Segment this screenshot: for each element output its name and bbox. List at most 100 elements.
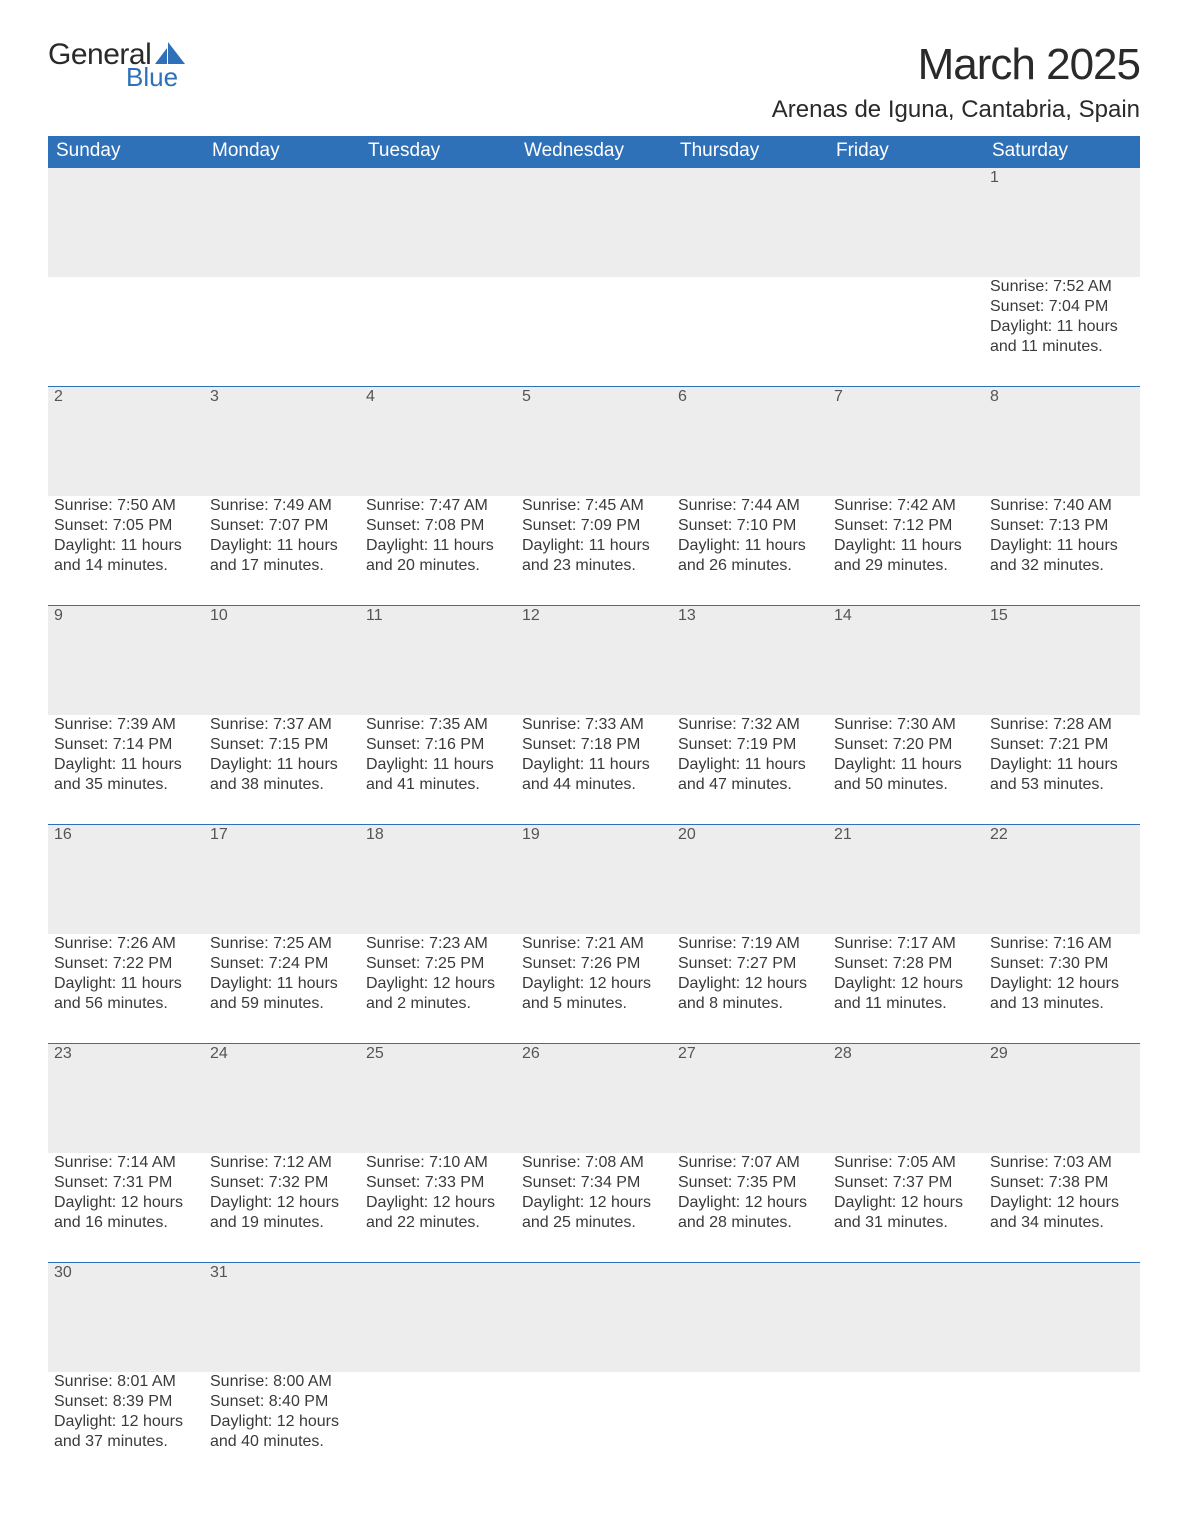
day-detail-line: Sunrise: 7:50 AM <box>54 496 198 516</box>
day-detail-line: Sunrise: 7:19 AM <box>678 934 822 954</box>
day-detail-line: and 32 minutes. <box>990 556 1134 576</box>
day-number <box>516 168 672 277</box>
day-detail-line: Sunset: 7:12 PM <box>834 516 978 536</box>
day-detail-line: Daylight: 12 hours <box>210 1193 354 1213</box>
day-number: 6 <box>672 387 828 497</box>
day-detail-line: Daylight: 11 hours <box>210 755 354 775</box>
day-number: 26 <box>516 1044 672 1154</box>
day-detail-line: Sunrise: 7:21 AM <box>522 934 666 954</box>
day-detail-line: Sunset: 7:31 PM <box>54 1173 198 1193</box>
day-number: 15 <box>984 606 1140 716</box>
day-detail-line: Sunset: 7:30 PM <box>990 954 1134 974</box>
day-detail-line: Sunset: 7:35 PM <box>678 1173 822 1193</box>
day-detail-line: Sunrise: 7:17 AM <box>834 934 978 954</box>
day-detail-line: Sunset: 7:09 PM <box>522 516 666 536</box>
day-cell <box>360 277 516 387</box>
day-detail-line: Sunrise: 7:16 AM <box>990 934 1134 954</box>
day-cell <box>672 1372 828 1481</box>
day-cell: Sunrise: 7:07 AMSunset: 7:35 PMDaylight:… <box>672 1153 828 1263</box>
day-cell: Sunrise: 7:12 AMSunset: 7:32 PMDaylight:… <box>204 1153 360 1263</box>
day-cell <box>204 277 360 387</box>
day-detail-line: Daylight: 12 hours <box>210 1412 354 1432</box>
day-detail-line: and 22 minutes. <box>366 1213 510 1233</box>
day-detail-line: Sunset: 7:28 PM <box>834 954 978 974</box>
day-detail-line: Sunset: 7:34 PM <box>522 1173 666 1193</box>
day-detail-line: and 16 minutes. <box>54 1213 198 1233</box>
day-detail-line: Daylight: 11 hours <box>678 536 822 556</box>
day-number: 3 <box>204 387 360 497</box>
day-detail-line: Daylight: 12 hours <box>366 1193 510 1213</box>
day-cell: Sunrise: 7:10 AMSunset: 7:33 PMDaylight:… <box>360 1153 516 1263</box>
day-cell: Sunrise: 7:23 AMSunset: 7:25 PMDaylight:… <box>360 934 516 1044</box>
day-detail-line: Daylight: 11 hours <box>990 317 1134 337</box>
day-detail-line: and 20 minutes. <box>366 556 510 576</box>
day-detail-line: and 56 minutes. <box>54 994 198 1014</box>
day-cell: Sunrise: 7:25 AMSunset: 7:24 PMDaylight:… <box>204 934 360 1044</box>
day-cell: Sunrise: 8:01 AMSunset: 8:39 PMDaylight:… <box>48 1372 204 1481</box>
day-cell: Sunrise: 7:35 AMSunset: 7:16 PMDaylight:… <box>360 715 516 825</box>
weekday-header: Thursday <box>672 136 828 168</box>
day-cell: Sunrise: 7:39 AMSunset: 7:14 PMDaylight:… <box>48 715 204 825</box>
day-detail-line: Daylight: 12 hours <box>990 1193 1134 1213</box>
day-detail-line: Daylight: 11 hours <box>210 536 354 556</box>
day-detail-line: Daylight: 11 hours <box>522 536 666 556</box>
day-number: 28 <box>828 1044 984 1154</box>
day-number <box>984 1263 1140 1373</box>
day-detail-line: Daylight: 12 hours <box>522 1193 666 1213</box>
day-detail-line: and 14 minutes. <box>54 556 198 576</box>
day-number: 4 <box>360 387 516 497</box>
week-row: Sunrise: 7:50 AMSunset: 7:05 PMDaylight:… <box>48 496 1140 606</box>
day-detail-line: Daylight: 12 hours <box>54 1412 198 1432</box>
day-number: 10 <box>204 606 360 716</box>
day-detail-line: Sunset: 7:27 PM <box>678 954 822 974</box>
day-detail-line: Sunset: 7:18 PM <box>522 735 666 755</box>
day-cell: Sunrise: 7:21 AMSunset: 7:26 PMDaylight:… <box>516 934 672 1044</box>
day-detail-line: and 53 minutes. <box>990 775 1134 795</box>
day-detail-line: Daylight: 12 hours <box>834 1193 978 1213</box>
day-detail-line: and 34 minutes. <box>990 1213 1134 1233</box>
day-cell: Sunrise: 7:19 AMSunset: 7:27 PMDaylight:… <box>672 934 828 1044</box>
day-detail-line: Sunset: 7:25 PM <box>366 954 510 974</box>
day-detail-line: Daylight: 12 hours <box>54 1193 198 1213</box>
day-detail-line: Sunset: 7:13 PM <box>990 516 1134 536</box>
day-detail-line: Sunset: 7:20 PM <box>834 735 978 755</box>
day-detail-line: and 25 minutes. <box>522 1213 666 1233</box>
day-detail-line: and 19 minutes. <box>210 1213 354 1233</box>
day-detail-line: and 28 minutes. <box>678 1213 822 1233</box>
day-detail-line: Sunrise: 7:08 AM <box>522 1153 666 1173</box>
weekday-header: Wednesday <box>516 136 672 168</box>
day-number <box>516 1263 672 1373</box>
day-detail-line: and 37 minutes. <box>54 1432 198 1452</box>
day-detail-line: Sunset: 7:24 PM <box>210 954 354 974</box>
day-detail-line: Daylight: 11 hours <box>54 536 198 556</box>
day-detail-line: Sunrise: 7:07 AM <box>678 1153 822 1173</box>
day-number: 13 <box>672 606 828 716</box>
day-cell <box>516 1372 672 1481</box>
day-cell: Sunrise: 7:03 AMSunset: 7:38 PMDaylight:… <box>984 1153 1140 1263</box>
day-detail-line: Sunset: 7:07 PM <box>210 516 354 536</box>
day-cell: Sunrise: 7:16 AMSunset: 7:30 PMDaylight:… <box>984 934 1140 1044</box>
day-number: 25 <box>360 1044 516 1154</box>
day-detail-line: Sunset: 7:05 PM <box>54 516 198 536</box>
day-detail-line: Sunset: 7:16 PM <box>366 735 510 755</box>
daynum-row: 23242526272829 <box>48 1044 1140 1154</box>
day-detail-line: Daylight: 11 hours <box>834 536 978 556</box>
day-detail-line: and 2 minutes. <box>366 994 510 1014</box>
week-row: Sunrise: 7:52 AMSunset: 7:04 PMDaylight:… <box>48 277 1140 387</box>
daynum-row: 1 <box>48 168 1140 277</box>
day-cell: Sunrise: 7:45 AMSunset: 7:09 PMDaylight:… <box>516 496 672 606</box>
day-detail-line: and 11 minutes. <box>990 337 1134 357</box>
day-detail-line: Sunrise: 7:03 AM <box>990 1153 1134 1173</box>
day-detail-line: Daylight: 11 hours <box>990 755 1134 775</box>
day-detail-line: Sunset: 7:15 PM <box>210 735 354 755</box>
day-detail-line: Sunset: 7:38 PM <box>990 1173 1134 1193</box>
day-number <box>360 168 516 277</box>
weekday-header: Saturday <box>984 136 1140 168</box>
day-detail-line: Sunrise: 7:47 AM <box>366 496 510 516</box>
day-number <box>48 168 204 277</box>
week-row: Sunrise: 8:01 AMSunset: 8:39 PMDaylight:… <box>48 1372 1140 1481</box>
week-row: Sunrise: 7:39 AMSunset: 7:14 PMDaylight:… <box>48 715 1140 825</box>
day-detail-line: Sunrise: 7:26 AM <box>54 934 198 954</box>
day-detail-line: and 31 minutes. <box>834 1213 978 1233</box>
day-detail-line: and 13 minutes. <box>990 994 1134 1014</box>
